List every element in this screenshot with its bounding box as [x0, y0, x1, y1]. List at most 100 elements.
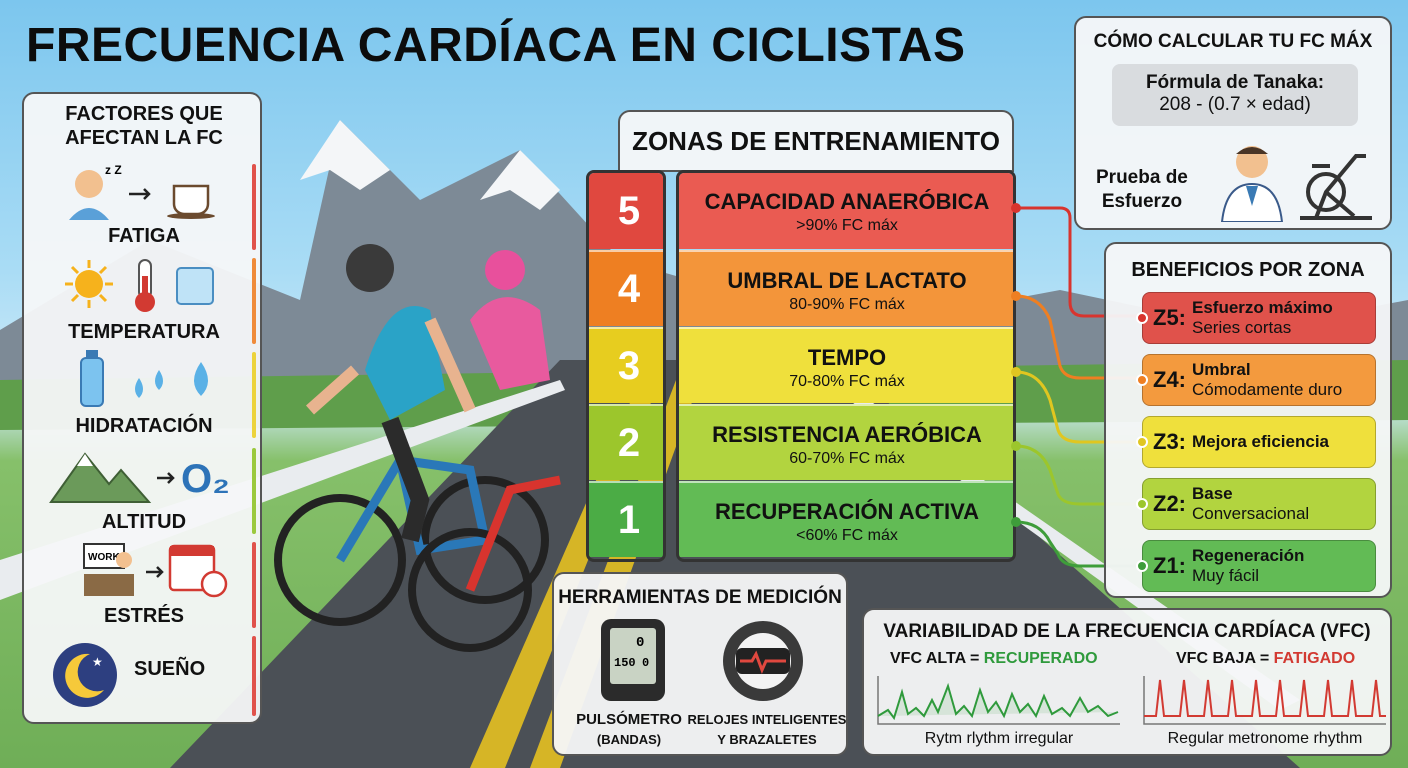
zone-percent: >90% FC máx [796, 217, 898, 234]
benefit-zone: Z5: [1153, 305, 1186, 330]
rear-cyclist [274, 476, 549, 626]
benefit-text: Umbral Cómodamente duro [1192, 360, 1343, 399]
benefit-zone: Z3: [1153, 429, 1186, 454]
factor-label: ALTITUD [101, 511, 187, 533]
benefit-text: Regeneración Muy fácil [1192, 546, 1305, 585]
factor-altitude: O₂ ALTITUD [24, 444, 264, 536]
zone-row-4: UMBRAL DE LACTATO 80-90% FC máx [679, 250, 1013, 326]
zone-number-3: 3 [589, 327, 663, 403]
benefit-z4: Z4: Umbral Cómodamente duro [1142, 354, 1376, 406]
zone-row-1: RECUPERACIÓN ACTIVA <60% FC máx [679, 481, 1013, 557]
zone-name: RECUPERACIÓN ACTIVA [714, 499, 979, 524]
stress-test-label: Prueba de Esfuerzo [1096, 167, 1188, 212]
zone-number-5: 5 [589, 173, 663, 249]
zone-percent: 60-70% FC máx [789, 450, 905, 467]
factor-color-bar [252, 542, 256, 628]
benefit-text: Mejora eficiencia [1192, 432, 1330, 451]
work-sign-text: WORK [88, 552, 120, 563]
tool-smartwatch-label: RELOJES INTELIGENTES Y BRAZALETES [687, 712, 847, 747]
zone-percent: 70-80% FC máx [789, 373, 905, 390]
hrv-high-waveform [877, 676, 1120, 725]
zone-number-2: 2 [589, 404, 663, 480]
benefit-dot-z2 [1136, 498, 1148, 510]
page-title: FRECUENCIA CARDÍACA EN CICLISTAS [26, 19, 966, 72]
formula-label: Fórmula de Tanaka: [1145, 72, 1325, 93]
mountain-oxygen-icon: O₂ [49, 452, 230, 503]
benefit-zone: Z2: [1153, 491, 1186, 516]
factor-label: ESTRÉS [103, 605, 185, 627]
zone-name: TEMPO [807, 345, 887, 370]
factor-label: SUEÑO [134, 658, 206, 680]
screen-top-value: 0 [636, 635, 644, 651]
factor-color-bar [252, 164, 256, 250]
zone-name: CAPACIDAD ANAERÓBICA [704, 189, 990, 214]
factor-label: HIDRATACIÓN [75, 415, 213, 437]
formula-text: 208 - (0.7 × edad) [1159, 94, 1311, 115]
factor-sleep: ★ SUEÑO [24, 634, 264, 720]
zone-name: UMBRAL DE LACTATO [727, 268, 967, 293]
zone-number-4: 4 [589, 250, 663, 326]
zone-row-2: RESISTENCIA AERÓBICA 60-70% FC máx [679, 404, 1013, 480]
zone-percent: <60% FC máx [796, 527, 898, 544]
benefit-z5: Z5: Esfuerzo máximo Series cortas [1142, 292, 1376, 344]
tools-heading: HERRAMIENTAS DE MEDICIÓN [558, 587, 842, 608]
hrv-low-label: VFC BAJA = FATIGADO [1176, 650, 1356, 667]
factor-color-bar [252, 636, 256, 716]
benefit-dot-z4 [1136, 374, 1148, 386]
factor-label: TEMPERATURA [68, 321, 220, 343]
formula-box: Fórmula de Tanaka: 208 - (0.7 × edad) [1112, 64, 1358, 126]
benefit-zone: Z4: [1153, 367, 1186, 392]
zone-name: RESISTENCIA AERÓBICA [712, 422, 982, 447]
factors-panel: FACTORES QUE AFECTAN LA FC z Z FATIGA TE… [22, 92, 262, 724]
factor-hydration: HIDRATACIÓN [24, 348, 264, 440]
zone-row-5: CAPACIDAD ANAERÓBICA >90% FC máx [679, 173, 1013, 249]
benefit-dot-z3 [1136, 436, 1148, 448]
benefits-heading: BENEFICIOS POR ZONA [1131, 259, 1365, 281]
benefit-text: Esfuerzo máximo Series cortas [1192, 298, 1333, 337]
benefit-dot-z1 [1136, 560, 1148, 572]
doctor-icon [1220, 146, 1284, 222]
svg-text:z Z: z Z [105, 163, 122, 177]
tools-panel: HERRAMIENTAS DE MEDICIÓN 0 150 0 PULSÓME… [552, 572, 848, 756]
factor-stress: WORK ESTRÉS [24, 538, 264, 630]
benefit-z3: Z3: Mejora eficiencia [1142, 416, 1376, 468]
zones-table: CAPACIDAD ANAERÓBICA >90% FC máx UMBRAL … [676, 170, 1016, 562]
zone-percent: 80-90% FC máx [789, 296, 905, 313]
benefits-panel: BENEFICIOS POR ZONA Z5: Esfuerzo máximo S… [1104, 242, 1392, 598]
water-bottle-drops-icon [80, 350, 208, 407]
moon-stars-icon: ★ [53, 643, 117, 707]
hrv-high-label: VFC ALTA = RECUPERADO [890, 650, 1098, 667]
benefit-z2: Z2: Base Conversacional [1142, 478, 1376, 530]
zone-numbers-column: 5 4 3 2 1 [586, 170, 666, 562]
benefit-zone: Z1: [1153, 553, 1186, 578]
hrv-high-caption: Rytm rlythm irregular [924, 730, 1074, 747]
factor-color-bar [252, 258, 256, 344]
zone-row-3: TEMPO 70-80% FC máx [679, 327, 1013, 403]
benefit-text: Base Conversacional [1192, 484, 1310, 523]
stationary-bike-icon [1300, 154, 1372, 220]
zones-heading-box: ZONAS DE ENTRENAMIENTO [618, 110, 1014, 172]
factor-color-bar [252, 448, 256, 534]
benefit-z1: Z1: Regeneración Muy fácil [1142, 540, 1376, 592]
zones-heading: ZONAS DE ENTRENAMIENTO [632, 126, 1000, 156]
screen-mid-value: 150 [614, 656, 636, 670]
work-calendar-clock-icon: WORK [83, 543, 228, 598]
hrv-low-caption: Regular metronome rhythm [1167, 730, 1363, 747]
factor-color-bar [252, 352, 256, 438]
svg-text:★: ★ [92, 655, 103, 669]
benefit-dot-z5 [1136, 312, 1148, 324]
tool-heart-rate-monitor-label: PULSÓMETRO (BANDAS) [576, 711, 682, 747]
screen-right-value: 0 [642, 656, 649, 670]
o2-text: O₂ [181, 457, 230, 501]
front-cyclist [408, 528, 532, 652]
factor-fatigue: z Z FATIGA [24, 160, 264, 252]
hrv-heading: VARIABILIDAD DE LA FRECUENCIA CARDÍACA (… [883, 621, 1371, 642]
tired-person-coffee-icon: z Z [69, 163, 215, 220]
chest-strap-watch-icon [723, 621, 803, 701]
cyclists-illustration [274, 244, 561, 652]
factor-temperature: TEMPERATURA [24, 254, 264, 346]
calc-heading: CÓMO CALCULAR TU FC MÁX [1093, 31, 1373, 52]
bike-computer-icon: 0 150 0 [601, 619, 665, 701]
sun-thermometer-ice-icon [65, 259, 214, 312]
fcmax-calc-panel: CÓMO CALCULAR TU FC MÁX Fórmula de Tanak… [1074, 16, 1392, 230]
